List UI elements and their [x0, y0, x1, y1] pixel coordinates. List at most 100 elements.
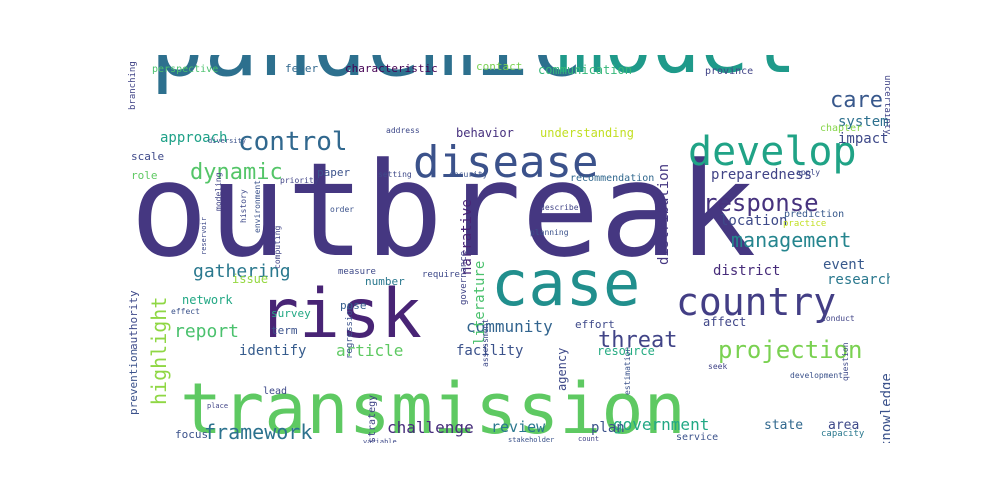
cloud-word: estimation [623, 347, 632, 395]
cloud-word: narrative [459, 199, 475, 275]
cloud-word: resource [597, 344, 655, 358]
cloud-word: regression [345, 305, 355, 359]
cloud-word: preparedness [711, 167, 812, 183]
cloud-word: issue [232, 272, 268, 286]
cloud-word: identify [239, 343, 306, 359]
cloud-word: transmission [180, 368, 686, 443]
cloud-word: scale [131, 150, 164, 163]
cloud-word: research [827, 272, 890, 288]
cloud-word: modeling [214, 172, 223, 211]
cloud-word: conduct [821, 314, 855, 323]
cloud-word: effort [575, 318, 615, 331]
cloud-word: order [330, 205, 354, 214]
cloud-word: measure [338, 267, 376, 277]
cloud-word: system [838, 114, 889, 130]
cloud-word: community [466, 317, 553, 336]
cloud-word: approach [160, 130, 227, 146]
cloud-word: risk [258, 275, 422, 354]
cloud-word: term [271, 324, 298, 337]
cloud-word: governance [459, 251, 469, 305]
cloud-word: stakeholder [508, 436, 554, 443]
cloud-word: priority [280, 176, 319, 185]
cloud-word: report [174, 321, 239, 342]
cloud-word: question [841, 342, 850, 381]
cloud-word: impact [838, 131, 889, 147]
cloud-word: pandemic [150, 55, 583, 97]
cloud-word: facility [456, 343, 523, 359]
cloud-word: response [703, 189, 819, 217]
cloud-word: communication [538, 63, 632, 77]
cloud-word: practice [783, 219, 826, 229]
cloud-word: state [764, 418, 803, 433]
cloud-word: dynamic [190, 160, 283, 185]
cloud-word: effect [171, 307, 200, 316]
cloud-word: number [365, 275, 405, 288]
cloud-word: history [239, 189, 248, 223]
cloud-word: characteristic [345, 62, 438, 75]
cloud-word: place [207, 402, 228, 410]
cloud-word: case [491, 247, 640, 320]
cloud-word: assessment [481, 319, 490, 367]
cloud-word: role [131, 169, 158, 182]
cloud-word: care [830, 88, 883, 113]
cloud-word: development [790, 371, 843, 380]
cloud-word: government [613, 415, 709, 434]
cloud-word: service [676, 432, 718, 443]
cloud-word: fever [285, 62, 318, 75]
cloud-word: focus [175, 428, 208, 441]
cloud-word: apply [796, 168, 820, 177]
cloud-word: planning [530, 228, 569, 237]
cloud-word: understanding [540, 126, 634, 140]
cloud-word: agency [555, 348, 569, 391]
cloud-word: address [386, 126, 420, 135]
cloud-word: paper [317, 166, 350, 179]
cloud-word: event [823, 257, 865, 273]
cloud-word: disease [413, 137, 598, 188]
cloud-word: environment [253, 180, 262, 233]
cloud-word: diversity [208, 137, 246, 145]
cloud-word: describe [540, 203, 579, 212]
cloud-word: seek [708, 362, 727, 371]
cloud-word: province [705, 66, 753, 77]
cloud-word: projection [718, 336, 863, 364]
word-cloud-canvas: outbreak pandemicmodel transmission riskcas… [128, 55, 890, 443]
cloud-word: threat [598, 328, 677, 353]
cloud-word: literature [472, 261, 488, 345]
cloud-word: district [713, 263, 780, 279]
cloud-word: distribution [656, 164, 672, 265]
cloud-word: computing [273, 225, 282, 269]
cloud-word: highlight [147, 297, 171, 405]
cloud-word: survey [271, 307, 311, 320]
cloud-word: gathering [193, 261, 291, 282]
cloud-word: require [422, 270, 460, 280]
cloud-word: review [491, 418, 546, 436]
cloud-word: capacity [821, 429, 865, 439]
cloud-word: uncertainty [882, 75, 890, 135]
cloud-word: lead [263, 386, 287, 397]
cloud-word: variable [363, 438, 397, 443]
cloud-word: location [720, 213, 787, 229]
cloud-word: contact [476, 60, 522, 73]
cloud-word: authority [128, 290, 140, 350]
cloud-word: recommendation [570, 173, 654, 184]
cloud-word: strategy [367, 395, 378, 443]
cloud-word: behavior [456, 126, 514, 140]
cloud-word: prevention [128, 349, 140, 415]
cloud-word: framework [204, 420, 312, 443]
cloud-word: knowledge [879, 373, 890, 443]
cloud-word: article [336, 341, 403, 360]
cloud-word: prediction [784, 209, 844, 220]
cloud-word: network [182, 293, 233, 307]
cloud-word: plan [591, 420, 625, 436]
cloud-word: area [828, 418, 859, 433]
cloud-word: branching [128, 61, 138, 110]
cloud-word: model [556, 55, 797, 91]
cloud-word: outbreak [130, 134, 756, 286]
cloud-word: country [676, 280, 836, 324]
cloud-word: control [238, 127, 348, 157]
cloud-word: pose [340, 299, 367, 312]
cloud-word: perspective [152, 64, 218, 75]
cloud-word: count [578, 435, 599, 443]
cloud-word: challenge [387, 418, 474, 437]
cloud-word: setting [378, 170, 412, 179]
